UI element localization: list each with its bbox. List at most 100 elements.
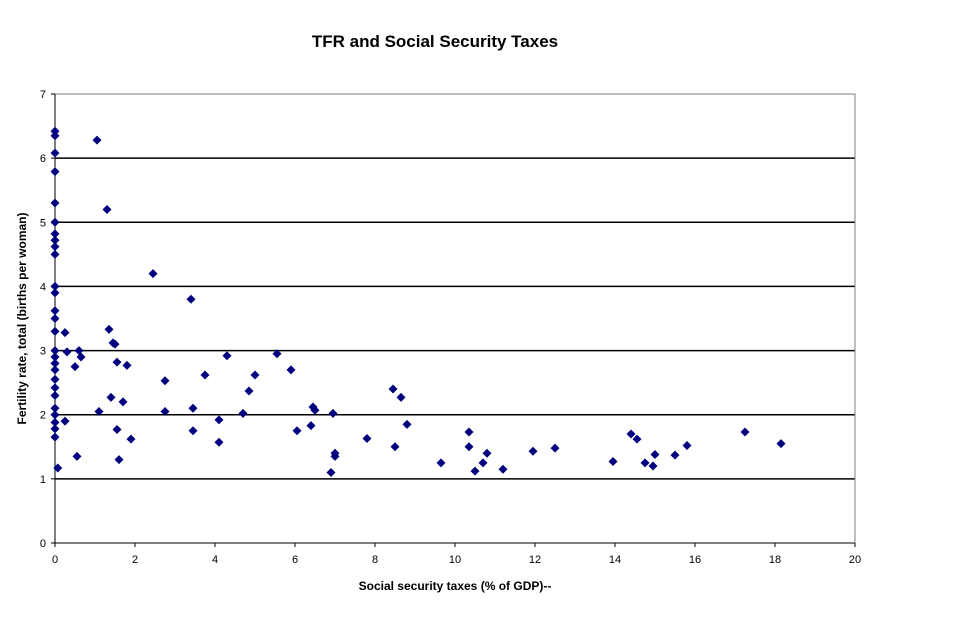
x-axis-ticks: 0 2 4 6 8 10 12 14 16 18 20 bbox=[52, 94, 861, 566]
data-point-6 bbox=[50, 229, 60, 239]
data-point-41 bbox=[106, 392, 116, 402]
data-point-51 bbox=[186, 294, 196, 304]
data-point-32 bbox=[72, 451, 82, 461]
data-point-4 bbox=[50, 198, 60, 208]
data-point-13 bbox=[50, 314, 60, 323]
x-tick-label: 2 bbox=[132, 554, 138, 566]
data-point-90 bbox=[650, 449, 660, 459]
data-point-53 bbox=[188, 426, 198, 436]
data-point-85 bbox=[608, 457, 618, 467]
data-point-57 bbox=[222, 351, 232, 361]
data-point-54 bbox=[200, 370, 210, 380]
data-point-82 bbox=[498, 464, 508, 474]
data-point-40 bbox=[110, 339, 120, 349]
data-point-5 bbox=[50, 217, 60, 227]
data-point-74 bbox=[396, 392, 406, 402]
data-point-16 bbox=[50, 352, 60, 362]
data-point-44 bbox=[114, 455, 124, 465]
data-point-88 bbox=[640, 458, 650, 468]
data-point-9 bbox=[50, 249, 60, 259]
y-tick-label: 6 bbox=[40, 153, 46, 165]
x-tick-label: 4 bbox=[212, 554, 218, 566]
data-point-72 bbox=[388, 384, 398, 394]
x-tick-label: 8 bbox=[372, 554, 378, 566]
data-point-92 bbox=[682, 441, 692, 451]
x-tick-label: 16 bbox=[689, 554, 701, 566]
data-point-20 bbox=[50, 383, 60, 393]
data-point-73 bbox=[390, 442, 400, 452]
y-tick-label: 4 bbox=[40, 281, 46, 293]
data-point-76 bbox=[436, 458, 446, 468]
plot-area bbox=[54, 93, 856, 544]
data-point-12 bbox=[50, 306, 60, 316]
x-tick-label: 12 bbox=[529, 554, 541, 566]
data-point-46 bbox=[122, 360, 132, 370]
data-point-30 bbox=[60, 416, 70, 426]
data-point-45 bbox=[118, 397, 128, 407]
data-point-3 bbox=[50, 167, 60, 177]
data-point-23 bbox=[50, 410, 60, 420]
data-point-86 bbox=[626, 429, 636, 439]
chart-title: TFR and Social Security Taxes bbox=[311, 32, 559, 51]
gridlines bbox=[55, 157, 855, 480]
data-point-89 bbox=[648, 461, 658, 471]
y-tick-label: 3 bbox=[40, 346, 46, 358]
data-point-70 bbox=[330, 451, 340, 461]
data-point-38 bbox=[104, 324, 114, 334]
data-point-79 bbox=[470, 466, 480, 476]
data-point-52 bbox=[188, 403, 198, 413]
data-point-43 bbox=[112, 424, 122, 434]
y-tick-label: 7 bbox=[40, 89, 46, 101]
data-point-28 bbox=[60, 328, 70, 338]
data-point-11 bbox=[50, 288, 60, 298]
data-point-94 bbox=[776, 439, 786, 449]
data-point-78 bbox=[464, 442, 474, 452]
data-point-87 bbox=[632, 434, 642, 444]
x-tick-label: 6 bbox=[292, 554, 298, 566]
data-point-84 bbox=[550, 443, 560, 453]
data-point-61 bbox=[272, 349, 282, 359]
data-point-26 bbox=[50, 432, 60, 442]
x-tick-label: 10 bbox=[449, 554, 461, 566]
data-point-31 bbox=[70, 362, 80, 372]
data-point-59 bbox=[244, 386, 254, 396]
data-point-93 bbox=[740, 427, 750, 437]
x-tick-label: 0 bbox=[52, 554, 58, 566]
data-point-37 bbox=[102, 204, 112, 214]
data-point-21 bbox=[50, 390, 60, 400]
y-tick-label: 2 bbox=[40, 410, 46, 422]
data-point-34 bbox=[76, 352, 86, 362]
data-point-27 bbox=[53, 463, 63, 473]
data-point-68 bbox=[328, 408, 338, 418]
data-point-71 bbox=[362, 433, 372, 443]
data-point-15 bbox=[50, 346, 60, 356]
data-point-1 bbox=[50, 131, 60, 141]
data-point-14 bbox=[50, 326, 60, 336]
data-point-19 bbox=[50, 374, 60, 384]
data-point-17 bbox=[50, 358, 60, 368]
data-point-91 bbox=[670, 450, 680, 460]
data-point-7 bbox=[50, 235, 60, 245]
data-point-80 bbox=[478, 458, 488, 468]
data-point-35 bbox=[92, 135, 102, 145]
x-axis-label: Social security taxes (% of GDP)-- bbox=[359, 579, 552, 593]
data-point-50 bbox=[160, 407, 170, 417]
data-point-56 bbox=[214, 437, 224, 447]
data-point-25 bbox=[50, 424, 60, 434]
data-point-63 bbox=[292, 426, 302, 436]
data-point-29 bbox=[62, 347, 72, 357]
data-point-10 bbox=[50, 281, 60, 291]
data-points bbox=[50, 126, 786, 477]
data-point-49 bbox=[160, 376, 170, 386]
data-point-2 bbox=[50, 148, 60, 158]
data-point-60 bbox=[250, 370, 260, 380]
data-point-64 bbox=[306, 421, 316, 431]
x-tick-label: 20 bbox=[849, 554, 861, 566]
data-point-67 bbox=[326, 467, 336, 477]
data-point-47 bbox=[126, 434, 136, 444]
data-point-66 bbox=[310, 405, 320, 415]
data-point-62 bbox=[286, 365, 296, 375]
data-point-8 bbox=[50, 242, 60, 252]
y-axis-label: Fertility rate, total (births per woman) bbox=[15, 212, 29, 424]
